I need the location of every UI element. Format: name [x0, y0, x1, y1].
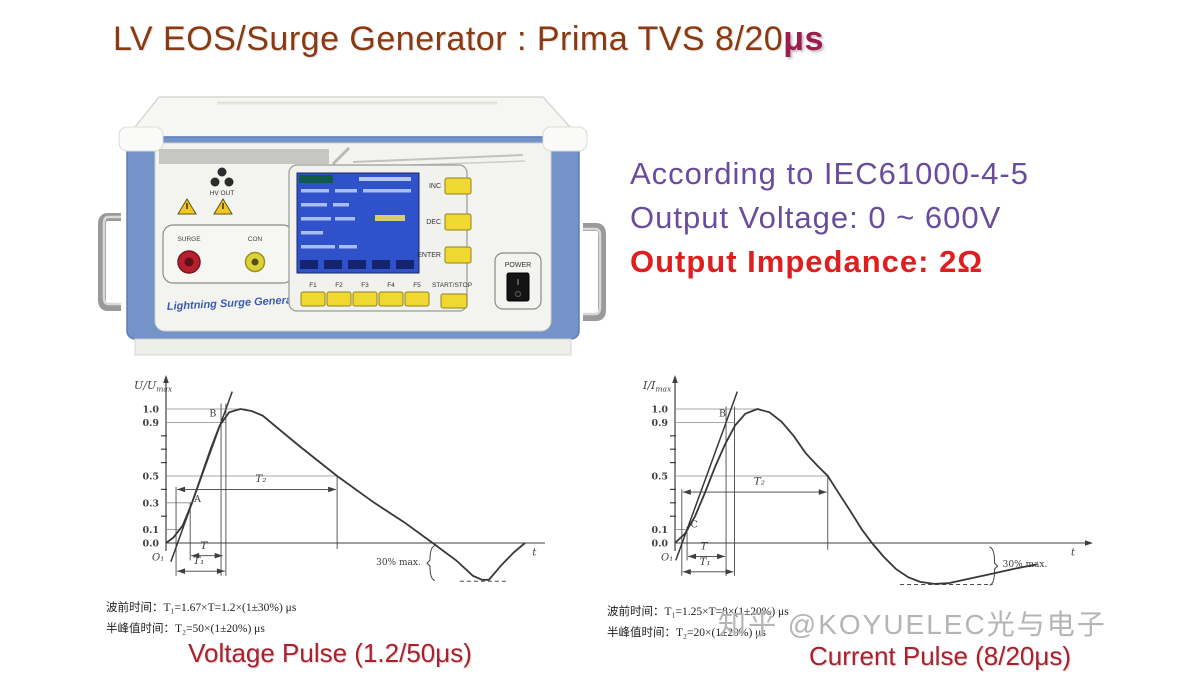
svg-text:O₁: O₁ — [152, 552, 164, 563]
svg-text:B: B — [719, 408, 726, 419]
note-line: 波前时间：T₁=1.67×T=1.2×(1±30%) μs — [106, 602, 297, 614]
deco-stripe — [352, 154, 524, 163]
page-title-unit: μs — [783, 20, 824, 58]
svg-text:0.5: 0.5 — [651, 472, 668, 483]
start-stop-label: START/STOP — [432, 282, 472, 289]
f1-button — [300, 291, 326, 307]
start-stop-button — [440, 293, 468, 309]
svg-text:0.0: 0.0 — [651, 539, 668, 550]
svg-text:O₁: O₁ — [661, 552, 673, 563]
svg-text:0.9: 0.9 — [142, 418, 159, 429]
f1-label: F1 — [309, 282, 317, 289]
svg-text:B: B — [209, 408, 216, 419]
svg-text:0.1: 0.1 — [651, 525, 668, 536]
spec-text-block: According to IEC61000-4-5 Output Voltage… — [630, 152, 1029, 284]
current-pulse-chart: I/Imax 1.0 0.9 0.5 0.1 0.0 T₂ T T₁ C B 30% max. O₁ t — [642, 375, 1093, 586]
svg-text:T: T — [200, 540, 208, 552]
svg-text:T: T — [700, 541, 708, 553]
power-switch — [506, 272, 530, 302]
current-pulse-notes: 波前时间：T₁=1.25×T=8×(1±20%) μs 半峰值时间：T₂=20×… — [607, 602, 789, 644]
current-pulse-caption: Current Pulse (8/20μs) — [808, 641, 1072, 671]
svg-text:1.0: 1.0 — [142, 405, 159, 416]
surge-connector — [177, 250, 201, 274]
voltage-pulse-caption: Voltage Pulse (1.2/50μs) — [188, 638, 472, 668]
dec-label: DEC — [426, 219, 441, 226]
dec-button — [444, 213, 472, 231]
deco-band — [159, 149, 329, 164]
svg-text:T₂: T₂ — [255, 473, 266, 485]
svg-text:T₁: T₁ — [700, 556, 711, 568]
surge-generator-photo: HV OUT SURGE CON Lightning Surge Generat… — [98, 96, 606, 356]
deco-stripe — [331, 146, 351, 166]
svg-text:I/Imax: I/Imax — [642, 379, 672, 394]
corner-cap — [118, 126, 164, 152]
corner-cap — [542, 126, 588, 152]
con-label: CON — [248, 236, 263, 243]
inc-label: INC — [429, 183, 441, 190]
svg-text:30% max.: 30% max. — [1003, 560, 1048, 570]
hv-out-label: HV OUT — [210, 190, 235, 197]
spec-output-voltage: Output Voltage: 0 ~ 600V — [630, 200, 1002, 235]
svg-text:0.3: 0.3 — [142, 498, 159, 509]
svg-text:t: t — [532, 548, 537, 559]
svg-text:T₂: T₂ — [754, 476, 765, 488]
con-connector — [244, 251, 266, 273]
svg-text:30% max.: 30% max. — [376, 558, 421, 568]
inc-button — [444, 177, 472, 195]
voltage-pulse-notes: 波前时间：T₁=1.67×T=1.2×(1±30%) μs 半峰值时间：T₂=5… — [106, 598, 296, 640]
f3-label: F3 — [361, 282, 369, 289]
note-line: 波前时间：T₁=1.25×T=8×(1±20%) μs — [607, 606, 789, 618]
enter-button — [444, 246, 472, 264]
spec-output-impedance: Output Impedance: 2Ω — [630, 244, 984, 279]
svg-text:t: t — [1071, 548, 1076, 559]
f4-button — [378, 291, 404, 307]
svg-text:1.0: 1.0 — [651, 405, 668, 416]
f4-label: F4 — [387, 282, 395, 289]
watermark: 知乎 @KOYUELEC光与电子 — [718, 609, 1107, 640]
svg-text:A: A — [193, 494, 201, 505]
lcd-screen — [296, 172, 420, 274]
page-title: LV EOS/Surge Generator : Prima TVS 8/20μ… — [113, 20, 824, 59]
svg-text:T₁: T₁ — [193, 555, 204, 567]
f2-button — [326, 291, 352, 307]
device-base — [134, 338, 572, 356]
power-label: POWER — [505, 262, 531, 269]
hv-out-terminals — [210, 167, 234, 187]
note-line: 半峰值时间：T₂=20×(1±20%) μs — [607, 627, 766, 639]
svg-text:0.1: 0.1 — [142, 525, 159, 536]
f5-button — [404, 291, 430, 307]
svg-text:C: C — [691, 520, 698, 531]
f2-label: F2 — [335, 282, 343, 289]
warning-triangle-icon — [177, 198, 197, 215]
left-handle — [98, 213, 121, 311]
f3-button — [352, 291, 378, 307]
note-line: 半峰值时间：T₂=50×(1±20%) μs — [106, 623, 265, 635]
page-title-main: LV EOS/Surge Generator : Prima TVS 8/20 — [113, 20, 784, 58]
surge-label: SURGE — [177, 236, 201, 243]
svg-text:0.5: 0.5 — [142, 472, 159, 483]
enter-label: ENTER — [417, 252, 441, 259]
svg-text:0.0: 0.0 — [142, 539, 159, 550]
f5-label: F5 — [413, 282, 421, 289]
right-handle — [583, 223, 606, 321]
svg-text:0.9: 0.9 — [651, 418, 668, 429]
spec-standard: According to IEC61000-4-5 — [630, 156, 1029, 191]
warning-triangle-icon — [213, 198, 233, 215]
